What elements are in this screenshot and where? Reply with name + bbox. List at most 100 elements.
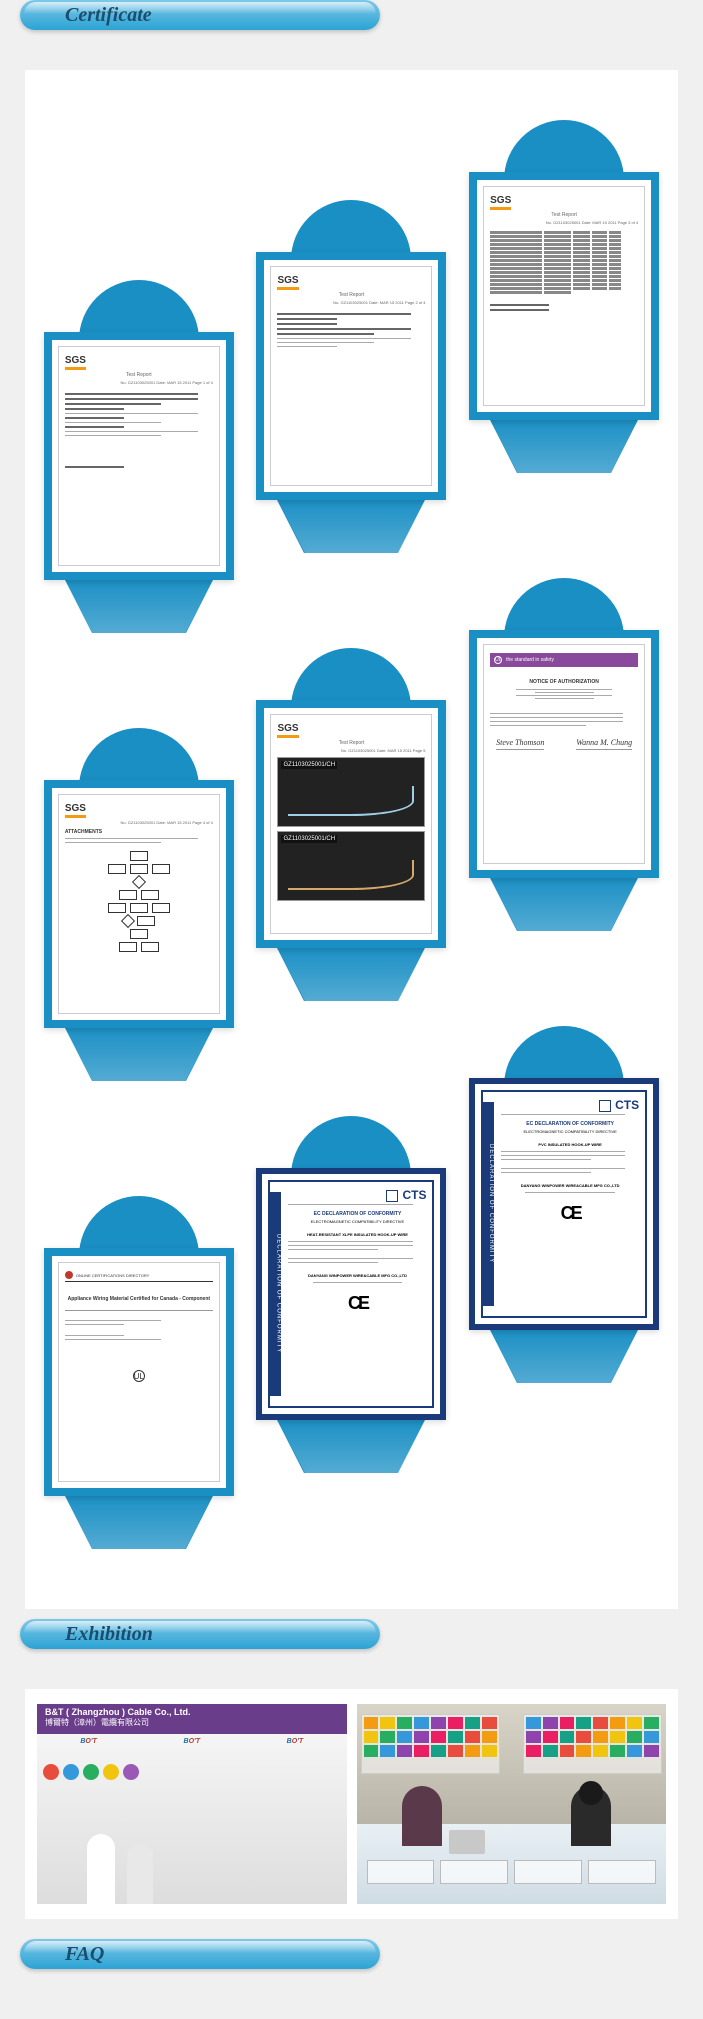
faq-section-header: FAQ	[0, 1939, 703, 1989]
color-swatch	[465, 1731, 480, 1743]
color-swatch	[414, 1717, 429, 1729]
booth-interior: BO'T BO'T BO'T	[37, 1734, 347, 1904]
ul-header-text: the standard in safety	[506, 657, 554, 663]
color-swatch	[414, 1731, 429, 1743]
color-swatch	[465, 1717, 480, 1729]
doc-title: EC DECLARATION OF CONFORMITY	[501, 1121, 639, 1127]
spool-icon	[43, 1764, 59, 1780]
color-swatch	[448, 1717, 463, 1729]
color-swatch	[364, 1745, 379, 1757]
sample-shelf	[523, 1714, 662, 1774]
certificate-title: Certificate	[65, 4, 152, 27]
card-tab	[64, 578, 214, 633]
color-swatch	[431, 1731, 446, 1743]
exhibition-panel: B&T ( Zhangzhou ) Cable Co., Ltd. 博爾特（漳州…	[25, 1689, 678, 1919]
color-swatch	[397, 1731, 412, 1743]
color-swatch	[593, 1717, 608, 1729]
doc-body	[277, 313, 425, 347]
doc-title: EC DECLARATION OF CONFORMITY	[288, 1211, 426, 1217]
card-tab	[64, 1026, 214, 1081]
signature: Wanna M. Chung	[576, 738, 632, 750]
doc-product: PVC INSULATED HOOK-UP WIRE	[501, 1142, 639, 1147]
color-swatch	[482, 1745, 497, 1757]
color-swatch	[560, 1717, 575, 1729]
color-swatch	[627, 1731, 642, 1743]
color-swatch	[644, 1745, 659, 1757]
card-arch	[291, 648, 411, 708]
booth-company-en: B&T ( Zhangzhou ) Cable Co., Ltd.	[45, 1707, 339, 1717]
card-arch	[504, 578, 624, 638]
certificate-document: DECLARATION OF CONFORMITY CTS EC DECLARA…	[481, 1090, 647, 1318]
doc-body	[490, 689, 638, 699]
color-swatch	[627, 1717, 642, 1729]
booth-banner: B&T ( Zhangzhou ) Cable Co., Ltd. 博爾特（漳州…	[37, 1704, 347, 1734]
card-tab	[64, 1494, 214, 1549]
photo-label: GZ1103025001/CH	[281, 761, 337, 769]
sample-photo: GZ1103025001/CH	[277, 757, 425, 827]
card-tab	[276, 498, 426, 553]
doc-subtitle: Test Report	[65, 372, 213, 378]
doc-meta: No. GZ1103025001 Date: MAR 15 2011 Page …	[65, 380, 213, 385]
laptop-icon	[449, 1830, 485, 1854]
color-swatch	[526, 1717, 541, 1729]
person-figure	[87, 1834, 115, 1904]
card-arch	[291, 200, 411, 260]
color-swatch	[543, 1731, 558, 1743]
doc-subtitle: Test Report	[490, 212, 638, 218]
color-swatch	[431, 1717, 446, 1729]
meeting-scene	[357, 1704, 667, 1904]
doc-title: Appliance Wiring Material Certified for …	[65, 1296, 213, 1302]
color-swatch	[644, 1731, 659, 1743]
doc-subtitle: ELECTROMAGNETIC COMPATIBILITY DIRECTIVE	[501, 1129, 639, 1134]
doc-table	[490, 231, 638, 311]
color-swatch	[593, 1745, 608, 1757]
color-swatch	[482, 1731, 497, 1743]
doc-body	[65, 393, 213, 468]
exhibition-section-header: Exhibition	[0, 1619, 703, 1669]
ul-header: UL the standard in safety	[490, 653, 638, 667]
certificate-card: ONLINE CERTIFICATIONS DIRECTORY Applianc…	[44, 1196, 234, 1549]
certificate-document: SGS Test Report No. GZ1103025001 Date: M…	[270, 266, 432, 486]
doc-company: DANYANG WINPOWER WIRE&CABLE MFG CO.,LTD	[501, 1183, 639, 1188]
sgs-logo: SGS	[490, 195, 511, 210]
declaration-band: DECLARATION OF CONFORMITY	[482, 1102, 494, 1306]
faq-title: FAQ	[65, 1943, 104, 1966]
booth-signs: BO'T BO'T BO'T	[37, 1738, 347, 1745]
doc-meta: No. GZ1103025001 Date: MAR 15 2011 Page …	[277, 748, 425, 753]
color-swatch	[431, 1745, 446, 1757]
color-swatch	[576, 1745, 591, 1757]
qa-header: ONLINE CERTIFICATIONS DIRECTORY	[65, 1271, 213, 1282]
card-tab	[489, 418, 639, 473]
card-tab	[276, 1418, 426, 1473]
certificate-document: UL the standard in safety NOTICE OF AUTH…	[483, 644, 645, 864]
cts-logo: CTS	[288, 1188, 426, 1202]
color-swatch	[380, 1717, 395, 1729]
desk-samples	[367, 1860, 657, 1884]
card-tab	[489, 876, 639, 931]
doc-meta: No. GZ1103025001 Date: MAR 15 2011 Page …	[65, 820, 213, 825]
color-swatch	[593, 1731, 608, 1743]
color-swatch	[644, 1717, 659, 1729]
certificate-card: UL the standard in safety NOTICE OF AUTH…	[469, 578, 659, 1081]
card-frame: DECLARATION OF CONFORMITY CTS EC DECLARA…	[469, 1078, 659, 1330]
sample-photo: GZ1103025001/CH	[277, 831, 425, 901]
sample-shelf	[361, 1714, 500, 1774]
certificate-document: DECLARATION OF CONFORMITY CTS EC DECLARA…	[268, 1180, 434, 1408]
doc-meta: No. GZ1103025001 Date: MAR 15 2011 Page …	[277, 300, 425, 305]
certificate-card: SGS Test Report No. GZ1103025001 Date: M…	[256, 200, 446, 633]
certificate-card: SGS Test Report No. GZ1103025001 Date: M…	[44, 280, 234, 633]
color-swatch	[560, 1731, 575, 1743]
certificate-card: SGS No. GZ1103025001 Date: MAR 15 2011 P…	[44, 728, 234, 1081]
card-frame: SGS Test Report No. GZ1103025001 Date: M…	[44, 332, 234, 580]
color-swatch	[397, 1717, 412, 1729]
sgs-logo: SGS	[65, 355, 86, 370]
doc-subtitle: Test Report	[277, 740, 425, 746]
spool-icon	[103, 1764, 119, 1780]
doc-subtitle: ELECTROMAGNETIC COMPATIBILITY DIRECTIVE	[288, 1219, 426, 1224]
color-swatch	[627, 1745, 642, 1757]
sgs-logo: SGS	[277, 275, 298, 290]
color-swatch	[543, 1745, 558, 1757]
declaration-band: DECLARATION OF CONFORMITY	[269, 1192, 281, 1396]
signature: Steve Thomson	[496, 738, 544, 750]
color-swatch	[576, 1717, 591, 1729]
